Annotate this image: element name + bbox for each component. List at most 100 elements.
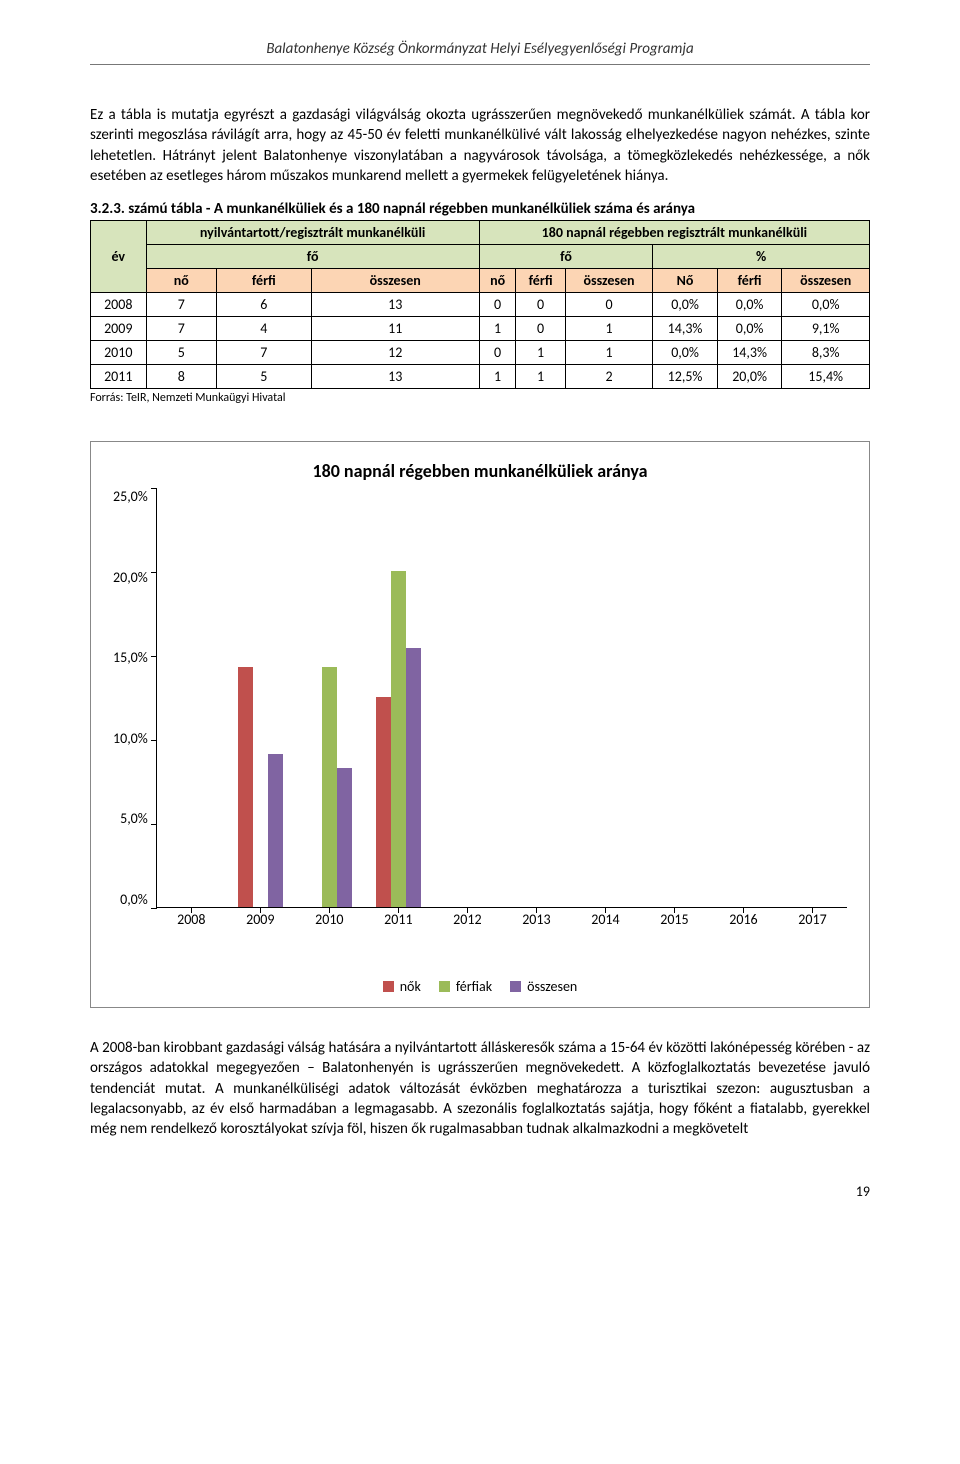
table-cell: 12 xyxy=(311,341,479,365)
closing-paragraph: A 2008-ban kirobbant gazdasági válság ha… xyxy=(90,1038,870,1139)
table-cell: 8,3% xyxy=(782,341,870,365)
x-tick-label: 2012 xyxy=(453,911,481,928)
chart-y-axis: 25,0%20,0%15,0%10,0%5,0%0,0% xyxy=(113,488,156,908)
bar xyxy=(391,571,406,907)
th-fo2: fő xyxy=(479,245,653,269)
y-tick xyxy=(151,908,157,909)
x-tick-label: 2011 xyxy=(384,911,412,928)
table-cell: 6 xyxy=(217,293,312,317)
chart-plot: 2008200920102011201220132014201520162017 xyxy=(156,488,847,908)
intro-paragraph: Ez a tábla is mutatja egyrészt a gazdasá… xyxy=(90,105,870,186)
bar xyxy=(322,667,337,907)
page-header: Balatonhenye Község Önkormányzat Helyi E… xyxy=(90,40,870,64)
chart-x-labels: 2008200920102011201220132014201520162017 xyxy=(157,911,847,931)
x-tick-label: 2009 xyxy=(246,911,274,928)
table-cell: 2 xyxy=(565,365,653,389)
bar xyxy=(376,697,391,907)
x-tick-label: 2008 xyxy=(177,911,205,928)
table-cell: 5 xyxy=(146,341,217,365)
y-tick xyxy=(151,656,157,657)
th: férfi xyxy=(717,269,782,293)
table-cell: 0,0% xyxy=(653,293,718,317)
table-cell: 0,0% xyxy=(717,293,782,317)
table-cell: 14,3% xyxy=(653,317,718,341)
x-tick xyxy=(191,907,192,913)
table-cell: 9,1% xyxy=(782,317,870,341)
y-tick-label: 25,0% xyxy=(113,488,148,505)
table-cell: 2009 xyxy=(91,317,147,341)
x-tick-label: 2016 xyxy=(729,911,757,928)
x-tick xyxy=(536,907,537,913)
table-cell: 12,5% xyxy=(653,365,718,389)
bar xyxy=(268,754,283,907)
table-cell: 8 xyxy=(146,365,217,389)
table-cell: 0 xyxy=(479,341,516,365)
x-tick xyxy=(329,907,330,913)
legend-item: összesen xyxy=(510,978,577,995)
table-cell: 15,4% xyxy=(782,365,870,389)
table-cell: 0 xyxy=(479,293,516,317)
table-cell: 13 xyxy=(311,293,479,317)
th: nő xyxy=(479,269,516,293)
th-nyilv: nyilvántartott/regisztrált munkanélküli xyxy=(146,221,479,245)
table-cell: 0,0% xyxy=(717,317,782,341)
legend-label: férfiak xyxy=(456,978,492,995)
y-tick-label: 0,0% xyxy=(113,891,148,908)
table-source: Forrás: TeIR, Nemzeti Munkaügyi Hivatal xyxy=(90,391,870,405)
x-tick xyxy=(743,907,744,913)
legend-label: összesen xyxy=(527,978,577,995)
th-180: 180 napnál régebben regisztrált munkanél… xyxy=(479,221,869,245)
th: Nő xyxy=(653,269,718,293)
table-row: 2009741110114,3%0,0%9,1% xyxy=(91,317,870,341)
header-rule xyxy=(90,64,870,65)
x-tick xyxy=(605,907,606,913)
legend-label: nők xyxy=(400,978,421,995)
y-tick-label: 5,0% xyxy=(113,810,148,827)
data-table: év nyilvántartott/regisztrált munkanélkü… xyxy=(90,220,870,389)
y-tick xyxy=(151,740,157,741)
bar xyxy=(238,667,253,907)
table-cell: 1 xyxy=(565,341,653,365)
legend-swatch xyxy=(510,981,521,992)
table-row: 200876130000,0%0,0%0,0% xyxy=(91,293,870,317)
table-cell: 4 xyxy=(217,317,312,341)
table-cell: 7 xyxy=(146,293,217,317)
x-tick xyxy=(467,907,468,913)
th: nő xyxy=(146,269,217,293)
table-cell: 0,0% xyxy=(653,341,718,365)
legend-swatch xyxy=(383,981,394,992)
x-tick xyxy=(812,907,813,913)
y-tick-label: 10,0% xyxy=(113,730,148,747)
table-cell: 0 xyxy=(516,293,565,317)
legend-item: férfiak xyxy=(439,978,492,995)
table-row: 201057120110,0%14,3%8,3% xyxy=(91,341,870,365)
bar-group xyxy=(376,571,421,907)
th-ev: év xyxy=(91,221,147,293)
x-tick-label: 2015 xyxy=(660,911,688,928)
chart-legend: nők férfiak összesen xyxy=(113,978,847,995)
table-cell: 0 xyxy=(565,293,653,317)
chart-title: 180 napnál régebben munkanélküliek arány… xyxy=(113,460,847,482)
y-tick-label: 15,0% xyxy=(113,649,148,666)
x-tick-label: 2017 xyxy=(798,911,826,928)
x-tick-label: 2014 xyxy=(591,911,619,928)
table-cell: 1 xyxy=(479,317,516,341)
table-title: 3.2.3. számú tábla - A munkanélküliek és… xyxy=(90,200,870,218)
legend-swatch xyxy=(439,981,450,992)
th-pct: % xyxy=(653,245,870,269)
x-tick xyxy=(674,907,675,913)
bar xyxy=(406,648,421,907)
page-number: 19 xyxy=(0,1183,960,1220)
bar xyxy=(337,768,352,907)
x-tick xyxy=(398,907,399,913)
table-cell: 1 xyxy=(516,365,565,389)
table-cell: 0,0% xyxy=(782,293,870,317)
bar-group xyxy=(238,667,283,907)
table-cell: 13 xyxy=(311,365,479,389)
table-cell: 2008 xyxy=(91,293,147,317)
table-cell: 1 xyxy=(565,317,653,341)
legend-item: nők xyxy=(383,978,421,995)
table-row: 2011851311212,5%20,0%15,4% xyxy=(91,365,870,389)
x-tick xyxy=(260,907,261,913)
table-cell: 2011 xyxy=(91,365,147,389)
